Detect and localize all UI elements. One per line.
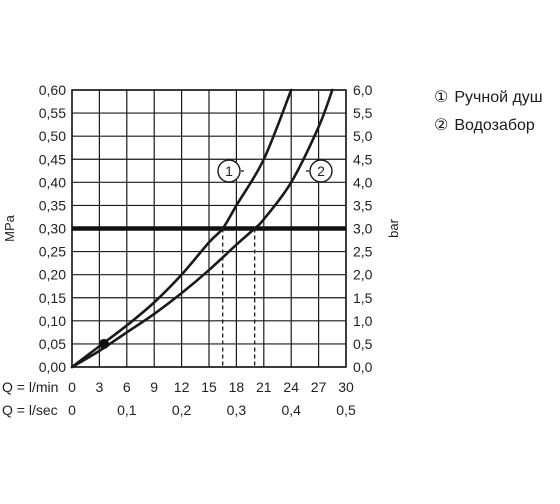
y-left-tick-label: 0,20: [39, 267, 66, 283]
legend: ① Ручной душ ② Водозабор: [434, 84, 543, 140]
y-right-tick-label: 1,5: [353, 290, 373, 306]
x-tick-label: 9: [150, 379, 158, 395]
legend-label: Ручной душ: [454, 89, 543, 106]
x-tick-label: 0,5: [336, 402, 356, 418]
y-left-tick-label: 0,15: [39, 290, 66, 306]
legend-symbol: ②: [434, 117, 449, 134]
y-right-tick-label: 3,0: [353, 221, 373, 237]
y-right-tick-label: 0,0: [353, 359, 373, 375]
y-left-axis-title: MPa: [2, 214, 17, 242]
x-tick-label: 27: [311, 379, 327, 395]
x-tick-label: 0: [68, 379, 76, 395]
legend-label: Водозабор: [454, 117, 535, 134]
legend-symbol: ①: [434, 89, 449, 106]
legend-item-2: ② Водозабор: [434, 112, 543, 140]
axis-labels: 0,000,050,100,150,200,250,300,350,400,45…: [2, 82, 401, 418]
series-line-2: [70, 88, 334, 369]
reference-lines: [72, 226, 346, 367]
curve-callout-1: [217, 159, 241, 183]
y-left-tick-label: 0,40: [39, 174, 66, 190]
curve-callout-2: [309, 159, 333, 183]
x-tick-label: 12: [174, 379, 190, 395]
y-left-tick-label: 0,55: [39, 105, 66, 121]
y-left-tick-label: 0,05: [39, 336, 66, 352]
y-right-axis-title: bar: [386, 218, 401, 237]
y-right-tick-label: 1,0: [353, 313, 373, 329]
x-tick-label: 30: [338, 379, 354, 395]
x-row-label: Q = l/min: [2, 379, 58, 395]
x-tick-label: 0,1: [117, 402, 137, 418]
x-tick-label: 0,2: [172, 402, 192, 418]
y-left-tick-label: 0,25: [39, 244, 66, 260]
series-line-1: [70, 88, 293, 369]
callout-label: 2: [317, 163, 325, 179]
y-right-tick-label: 6,0: [353, 82, 373, 98]
x-tick-label: 21: [256, 379, 272, 395]
callout-label: 1: [225, 163, 233, 179]
x-row-label: Q = l/sec: [2, 402, 58, 418]
y-right-tick-label: 4,5: [353, 151, 373, 167]
y-left-tick-label: 0,60: [39, 82, 66, 98]
y-right-tick-label: 5,0: [353, 128, 373, 144]
y-left-tick-label: 0,00: [39, 359, 66, 375]
y-right-tick-label: 0,5: [353, 336, 373, 352]
y-left-tick-label: 0,50: [39, 128, 66, 144]
y-right-tick-label: 2,0: [353, 267, 373, 283]
x-tick-label: 6: [123, 379, 131, 395]
y-left-tick-label: 0,30: [39, 221, 66, 237]
y-left-tick-label: 0,10: [39, 313, 66, 329]
x-tick-label: 3: [96, 379, 104, 395]
start-point-dot: [98, 338, 109, 349]
x-tick-label: 0: [68, 402, 76, 418]
y-left-tick-label: 0,45: [39, 151, 66, 167]
y-right-tick-label: 5,5: [353, 105, 373, 121]
x-tick-label: 0,3: [227, 402, 247, 418]
y-right-tick-label: 2,5: [353, 244, 373, 260]
y-left-tick-label: 0,35: [39, 197, 66, 213]
x-tick-label: 18: [229, 379, 245, 395]
x-tick-label: 24: [283, 379, 299, 395]
x-tick-label: 0,4: [281, 402, 301, 418]
y-right-tick-label: 3,5: [353, 197, 373, 213]
y-right-tick-label: 4,0: [353, 174, 373, 190]
legend-item-1: ① Ручной душ: [434, 84, 543, 112]
x-tick-label: 15: [201, 379, 217, 395]
